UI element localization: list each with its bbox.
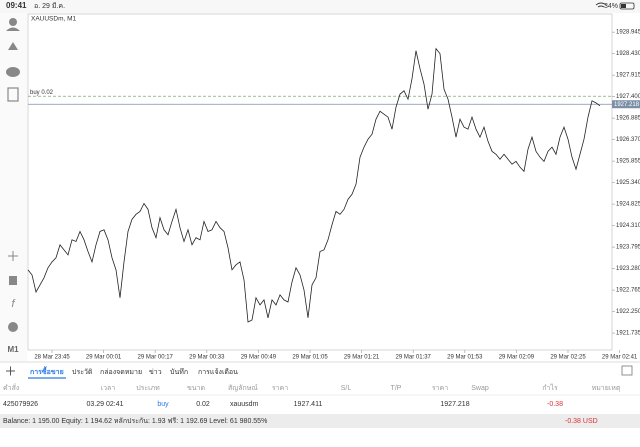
x-tick-label: 29 Mar 02:41 — [602, 355, 638, 361]
cell: xauusdm — [230, 401, 259, 408]
y-tick-label: 1922.765 — [616, 288, 640, 294]
crosshair-icon[interactable] — [8, 251, 18, 261]
y-tick-label: 1926.885 — [616, 116, 640, 122]
cell: buy — [157, 401, 169, 408]
column-header: S/L — [341, 385, 352, 392]
column-header: T/P — [391, 385, 402, 392]
new-order-icon[interactable] — [7, 87, 19, 102]
tab[interactable]: บันทึก — [170, 367, 188, 376]
y-tick-label: 1928.945 — [616, 30, 640, 36]
y-tick-label: 1924.825 — [616, 202, 640, 208]
y-tick-label: 1921.735 — [616, 331, 640, 337]
y-tick-label: 1928.430 — [616, 51, 640, 57]
column-header: กำไร — [542, 383, 558, 392]
y-tick-label: 1924.310 — [616, 223, 640, 229]
chat-icon[interactable] — [6, 67, 20, 77]
account-icon[interactable] — [9, 18, 17, 26]
x-tick-label: 29 Mar 02:25 — [550, 355, 586, 361]
cell: -0.38 — [547, 401, 563, 408]
column-header: ประเภท — [136, 385, 160, 392]
y-tick-label: 1927.915 — [616, 73, 640, 79]
cell: 03.29 02:41 — [87, 401, 124, 408]
tab[interactable]: การซื้อขาย — [30, 365, 64, 376]
y-tick-label: 1923.795 — [616, 245, 640, 251]
price-tag-label: 1927.218 — [614, 102, 640, 108]
tab[interactable]: การแจ้งเตือน — [198, 368, 238, 376]
y-tick-label: 1926.370 — [616, 137, 640, 143]
y-tick-label: 1922.250 — [616, 309, 640, 315]
column-header: Swap — [471, 385, 489, 392]
y-tick-label: 1927.400 — [616, 94, 640, 100]
cell: 0.02 — [196, 401, 210, 408]
column-header: คำสั่ง — [3, 383, 19, 392]
balance-text: Balance: 1 195.00 Equity: 1 194.62 หลักป… — [3, 417, 267, 425]
settings-icon[interactable] — [621, 365, 633, 376]
column-header: สัญลักษณ์ — [228, 384, 258, 392]
buy-level-label: buy 0.02 — [30, 90, 54, 96]
x-tick-label: 29 Mar 00:01 — [86, 355, 122, 361]
balance-bar — [0, 414, 640, 428]
status-time: 09:41 — [6, 1, 27, 10]
balance-total: -0.38 USD — [565, 418, 598, 425]
y-tick-label: 1925.340 — [616, 180, 640, 186]
x-tick-label: 29 Mar 01:05 — [292, 355, 328, 361]
battery-icon — [619, 2, 635, 10]
account-icon-body — [6, 27, 20, 31]
x-tick-label: 29 Mar 01:53 — [447, 355, 483, 361]
x-tick-label: 29 Mar 00:17 — [138, 355, 174, 361]
x-tick-label: 29 Mar 01:37 — [396, 355, 432, 361]
timeframe-button[interactable]: M1 — [7, 345, 19, 354]
status-date: อ. 29 มี.ค. — [34, 2, 65, 10]
function-icon[interactable]: f — [11, 298, 15, 310]
battery-text: 34% — [604, 3, 618, 10]
column-header: ราคา — [432, 385, 448, 392]
cell: 1927.218 — [440, 401, 469, 408]
status-bar — [0, 0, 640, 13]
indicators-icon[interactable] — [9, 276, 17, 285]
y-tick-label: 1925.855 — [616, 159, 640, 165]
price-tag — [612, 100, 640, 109]
x-tick-label: 29 Mar 00:33 — [189, 355, 225, 361]
objects-icon[interactable] — [8, 322, 18, 332]
tab-bar: การซื้อขาย ประวัติ กล่องจดหมาย ข่าว บันทึก กา… — [28, 365, 238, 379]
x-tick-label: 29 Mar 01:21 — [344, 355, 380, 361]
tab[interactable]: ข่าว — [149, 369, 162, 376]
tab[interactable]: ประวัติ — [72, 368, 93, 376]
add-button[interactable] — [6, 366, 15, 376]
price-line-series — [27, 47, 601, 323]
chart-title: XAUUSDm, M1 — [31, 16, 77, 23]
cell: 1927.411 — [294, 401, 323, 408]
y-tick-label: 1923.280 — [616, 266, 640, 272]
wifi-icon — [595, 2, 607, 8]
chart-frame — [27, 13, 613, 351]
battery-level — [621, 4, 626, 8]
x-tick-label: 29 Mar 02:09 — [499, 355, 535, 361]
cell: 425079926 — [3, 401, 38, 408]
chart: 1928.945 1928.430 1927.915 1927.400 1926.885… — [27, 30, 640, 361]
column-header: เวลา — [101, 385, 116, 392]
column-header: ขนาด — [187, 385, 205, 392]
positions-table: คำสั่ง เวลา ประเภท ขนาด สัญลักษณ์ ราคา S/L T/P ร… — [0, 383, 640, 408]
x-tick-label: 29 Mar 00:49 — [241, 355, 277, 361]
trade-icon[interactable] — [8, 42, 18, 50]
tab[interactable]: กล่องจดหมาย — [100, 369, 142, 376]
x-tick-label: 28 Mar 23:45 — [34, 355, 70, 361]
column-header: ราคา — [272, 385, 288, 392]
column-header: หมายเหตุ — [592, 385, 621, 392]
